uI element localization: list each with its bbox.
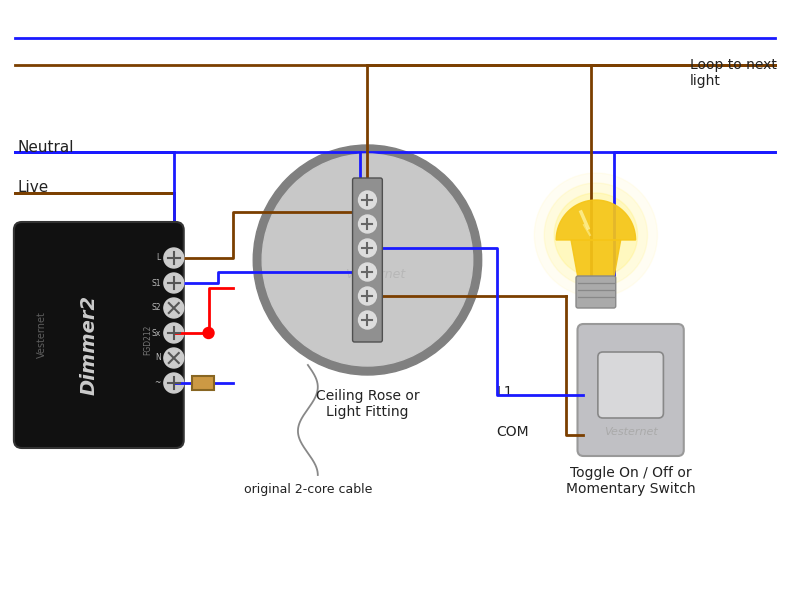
Text: Ceiling Rose or
Light Fitting: Ceiling Rose or Light Fitting	[316, 389, 419, 419]
Circle shape	[358, 287, 376, 305]
Circle shape	[164, 298, 184, 318]
Text: Vesternet: Vesternet	[604, 427, 658, 437]
Circle shape	[358, 215, 376, 233]
Text: L: L	[157, 253, 161, 263]
Text: N: N	[155, 353, 161, 362]
Circle shape	[544, 183, 647, 287]
Circle shape	[358, 239, 376, 257]
Text: S1: S1	[151, 278, 161, 287]
Text: original 2-core cable: original 2-core cable	[244, 484, 372, 497]
Text: Dimmer2: Dimmer2	[79, 295, 98, 395]
Circle shape	[262, 154, 473, 366]
Text: COM: COM	[497, 425, 529, 439]
Circle shape	[164, 248, 184, 268]
Text: L1: L1	[497, 385, 513, 399]
FancyBboxPatch shape	[598, 352, 663, 418]
Circle shape	[164, 373, 184, 393]
FancyBboxPatch shape	[353, 178, 382, 342]
Circle shape	[203, 328, 214, 338]
Circle shape	[534, 173, 658, 297]
Text: Neutral: Neutral	[18, 140, 74, 155]
Circle shape	[554, 193, 638, 277]
Circle shape	[358, 263, 376, 281]
Circle shape	[254, 145, 482, 375]
Circle shape	[164, 348, 184, 368]
Text: Live: Live	[18, 181, 49, 196]
Circle shape	[164, 323, 184, 343]
Text: S2: S2	[151, 304, 161, 313]
Text: Loop to next
light: Loop to next light	[690, 58, 777, 88]
FancyBboxPatch shape	[578, 324, 684, 456]
Circle shape	[164, 273, 184, 293]
Circle shape	[358, 191, 376, 209]
Polygon shape	[571, 240, 621, 278]
Text: ~: ~	[154, 379, 161, 388]
Circle shape	[358, 311, 376, 329]
FancyBboxPatch shape	[192, 376, 214, 390]
Text: Vesternet: Vesternet	[346, 269, 406, 281]
Text: FGD212: FGD212	[143, 325, 153, 355]
Text: Toggle On / Off or
Momentary Switch: Toggle On / Off or Momentary Switch	[566, 466, 695, 496]
Text: Vesternet: Vesternet	[37, 311, 46, 358]
FancyBboxPatch shape	[576, 276, 616, 308]
Text: Sx: Sx	[152, 329, 161, 337]
FancyBboxPatch shape	[14, 222, 184, 448]
Polygon shape	[556, 200, 636, 240]
